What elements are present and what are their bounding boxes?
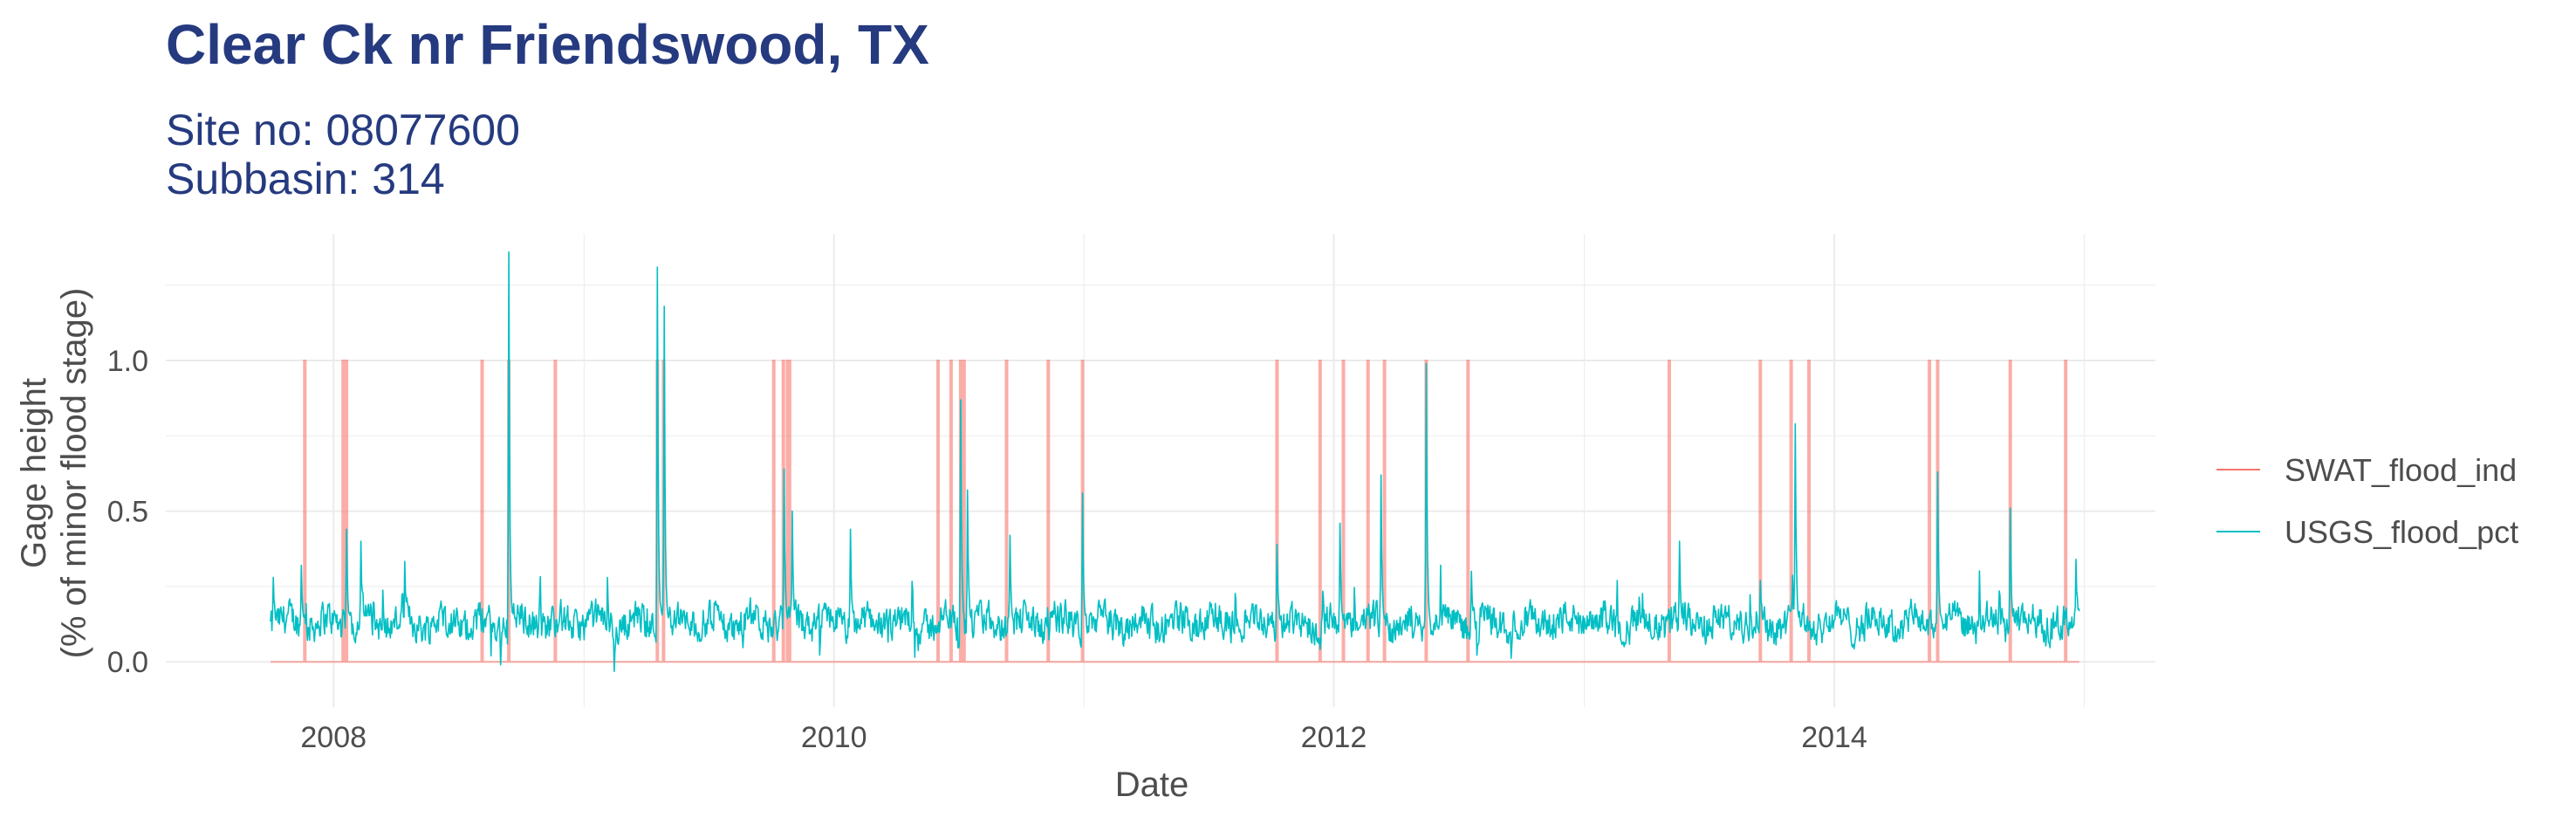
y-axis-label-line1: Gage height — [15, 378, 53, 568]
legend-label-usgs: USGS_flood_pct — [2285, 514, 2518, 550]
y-tick-label: 0.5 — [107, 496, 148, 529]
series-swat-flood-ind — [271, 360, 2079, 663]
x-tick-label: 2010 — [801, 721, 867, 754]
y-axis: 0.0 0.5 1.0 — [107, 345, 148, 679]
swat-flood-ind-line — [271, 360, 2079, 663]
x-tick-label: 2008 — [300, 721, 367, 754]
chart-subtitle-subbasin: Subbasin: 314 — [166, 154, 445, 203]
legend-label-swat: SWAT_flood_ind — [2285, 452, 2517, 488]
usgs-flood-pct-line — [270, 251, 2080, 672]
series-usgs-flood-pct — [270, 251, 2080, 672]
x-axis-label: Date — [1115, 766, 1189, 804]
y-tick-label: 1.0 — [107, 345, 148, 378]
chart-title: Clear Ck nr Friendswood, TX — [166, 13, 929, 76]
x-tick-label: 2014 — [1801, 721, 1867, 754]
x-tick-label: 2012 — [1301, 721, 1367, 754]
y-tick-label: 0.0 — [107, 646, 148, 679]
legend: SWAT_flood_ind USGS_flood_pct — [2216, 452, 2518, 550]
chart-subtitle-site: Site no: 08077600 — [166, 106, 520, 154]
y-axis-label-line2: (% of minor flood stage) — [55, 288, 93, 659]
x-axis: 2008 2010 2012 2014 — [300, 721, 1867, 754]
